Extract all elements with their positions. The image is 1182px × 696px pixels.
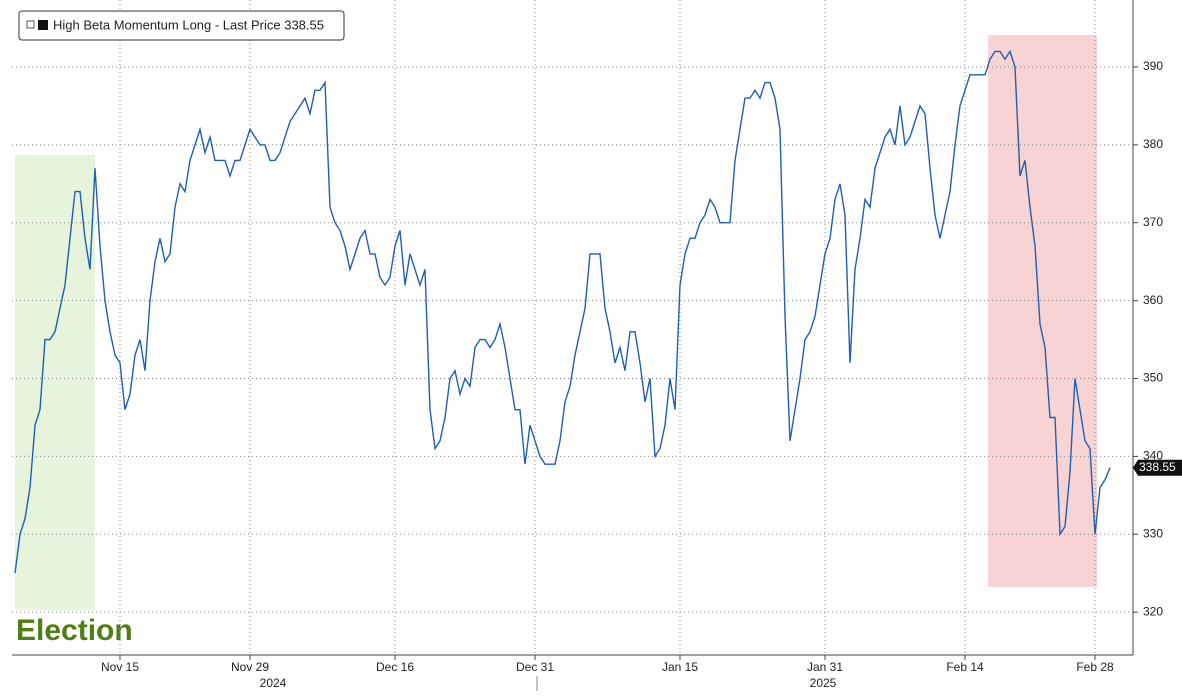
y-tick-label: 330: [1143, 526, 1163, 540]
legend: High Beta Momentum Long - Last Price 338…: [18, 10, 345, 41]
y-tick-label: 350: [1143, 371, 1163, 385]
y-tick-label: 390: [1143, 59, 1163, 73]
x-tick-label: Jan 15: [662, 660, 698, 674]
legend-label: High Beta Momentum Long - Last Price 338…: [53, 17, 324, 32]
annotation: Election: [16, 614, 133, 647]
x-tick-label: Feb 28: [1076, 660, 1114, 674]
y-tick-label: 370: [1143, 215, 1163, 229]
x-tick-label: Dec 16: [376, 660, 414, 674]
year-label: 2024: [260, 676, 287, 690]
legend-swatch: [38, 20, 48, 30]
year-label: 2025: [810, 676, 837, 690]
y-tick-label: 380: [1143, 137, 1163, 151]
x-tick-label: Nov 29: [231, 660, 269, 674]
y-tick-label: 320: [1143, 604, 1163, 618]
selloff-highlight: [988, 35, 1097, 587]
price-line: [14, 49, 1111, 574]
legend-box: [18, 10, 345, 41]
last-price-label: 338.55: [1139, 460, 1176, 474]
last-price-tag: [1133, 459, 1182, 476]
x-tick-label: Feb 14: [946, 660, 984, 674]
x-tick-label: Jan 31: [807, 660, 843, 674]
legend-toggle: [26, 20, 35, 29]
y-tick-label: 360: [1143, 293, 1163, 307]
x-tick-label: Dec 31: [516, 660, 554, 674]
x-tick-label: Nov 15: [101, 660, 139, 674]
y-tick-label: 340: [1143, 449, 1163, 463]
